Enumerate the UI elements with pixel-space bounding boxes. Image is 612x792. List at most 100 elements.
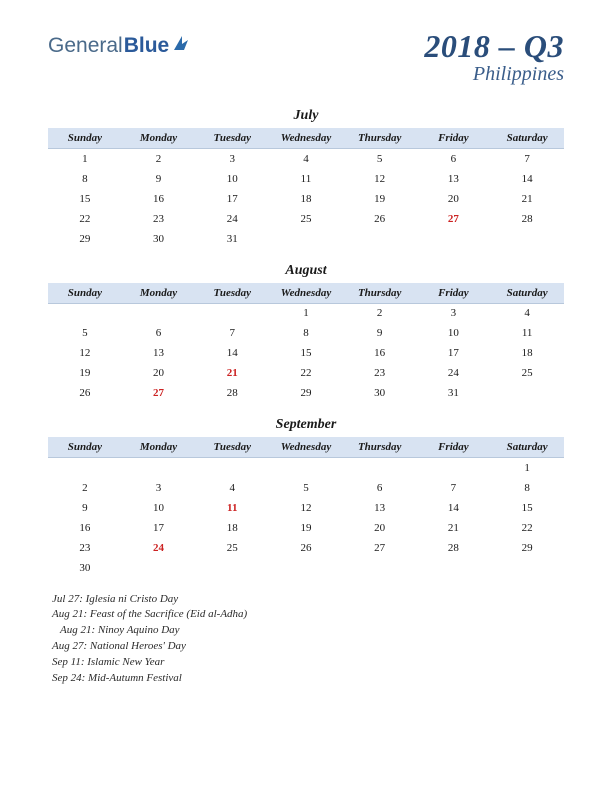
day-header: Thursday [343,128,417,149]
day-cell: 7 [490,149,564,169]
logo-arrow-icon [172,34,190,58]
day-cell: 16 [48,518,122,538]
day-cell: 6 [343,478,417,498]
day-cell: 9 [122,169,196,189]
day-cell: 5 [343,149,417,169]
day-cell: 28 [417,538,491,558]
day-cell [195,458,269,478]
day-cell: 17 [417,343,491,363]
day-cell: 27 [122,383,196,403]
day-header: Saturday [490,283,564,304]
day-cell [122,303,196,323]
day-cell [48,458,122,478]
month-name: September [48,417,564,433]
day-cell: 20 [417,189,491,209]
holiday-item: Sep 11: Islamic New Year [52,655,564,671]
day-header: Tuesday [195,283,269,304]
day-cell: 7 [417,478,491,498]
day-cell [417,229,491,249]
day-cell [269,229,343,249]
day-cell: 2 [48,478,122,498]
day-cell: 5 [48,323,122,343]
day-cell: 17 [195,189,269,209]
day-cell [343,458,417,478]
day-cell: 28 [490,209,564,229]
day-cell: 22 [490,518,564,538]
holiday-item: Sep 24: Mid-Autumn Festival [52,671,564,687]
day-header: Wednesday [269,128,343,149]
day-cell: 3 [195,149,269,169]
table-row: 2345678 [48,478,564,498]
day-cell: 12 [343,169,417,189]
day-cell: 26 [48,383,122,403]
table-row: 1234 [48,303,564,323]
month-name: July [48,108,564,124]
day-header: Saturday [490,437,564,458]
day-cell [122,558,196,578]
day-cell: 8 [48,169,122,189]
holidays-list: Jul 27: Iglesia ni Cristo DayAug 21: Fea… [48,592,564,688]
day-cell: 21 [490,189,564,209]
day-header: Thursday [343,283,417,304]
day-cell [122,458,196,478]
day-cell: 17 [122,518,196,538]
day-cell: 1 [490,458,564,478]
day-cell: 20 [343,518,417,538]
day-cell: 25 [195,538,269,558]
table-row: 22232425262728 [48,209,564,229]
day-cell [417,558,491,578]
day-cell: 18 [195,518,269,538]
day-cell [490,558,564,578]
logo-text-2: Blue [124,34,170,58]
table-row: 891011121314 [48,169,564,189]
day-cell: 15 [48,189,122,209]
day-cell: 14 [417,498,491,518]
day-cell: 9 [48,498,122,518]
day-cell: 23 [48,538,122,558]
page-title: 2018 – Q3 [424,28,564,65]
day-header: Sunday [48,283,122,304]
table-row: 12131415161718 [48,343,564,363]
day-header: Friday [417,283,491,304]
calendar-table: SundayMondayTuesdayWednesdayThursdayFrid… [48,128,564,249]
day-header: Tuesday [195,128,269,149]
day-cell: 16 [343,343,417,363]
day-header: Monday [122,437,196,458]
month-block: July SundayMondayTuesdayWednesdayThursday… [48,108,564,249]
day-cell: 19 [343,189,417,209]
day-cell: 30 [343,383,417,403]
day-cell: 10 [195,169,269,189]
day-header: Wednesday [269,437,343,458]
day-cell: 11 [490,323,564,343]
day-cell: 15 [490,498,564,518]
day-cell: 10 [122,498,196,518]
day-cell: 25 [269,209,343,229]
day-header: Wednesday [269,283,343,304]
day-cell: 30 [48,558,122,578]
day-cell: 10 [417,323,491,343]
day-cell: 5 [269,478,343,498]
table-row: 1234567 [48,149,564,169]
day-cell: 13 [343,498,417,518]
day-header: Sunday [48,128,122,149]
day-cell: 25 [490,363,564,383]
day-header: Monday [122,283,196,304]
day-cell: 31 [195,229,269,249]
day-cell: 29 [269,383,343,403]
day-cell: 29 [490,538,564,558]
day-cell: 2 [122,149,196,169]
day-cell: 3 [122,478,196,498]
holiday-item: Aug 21: Feast of the Sacrifice (Eid al-A… [52,607,564,623]
day-cell [269,458,343,478]
table-row: 1 [48,458,564,478]
day-cell: 29 [48,229,122,249]
header: General Blue 2018 – Q3 Philippines [48,28,564,86]
day-cell: 22 [269,363,343,383]
holiday-item: Aug 27: National Heroes' Day [52,639,564,655]
table-row: 293031 [48,229,564,249]
day-cell: 1 [269,303,343,323]
day-cell: 6 [122,323,196,343]
day-cell [417,458,491,478]
table-row: 23242526272829 [48,538,564,558]
day-cell: 26 [269,538,343,558]
